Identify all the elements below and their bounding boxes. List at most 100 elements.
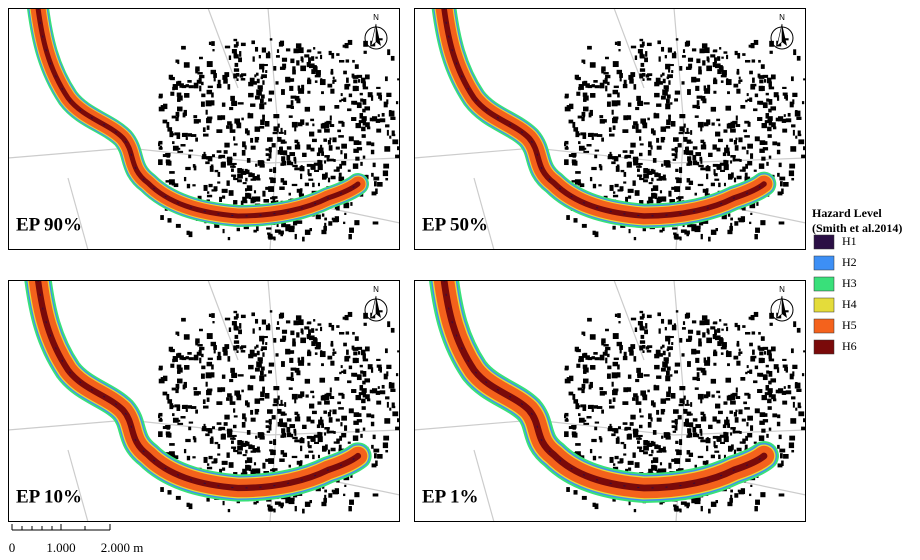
- building: [317, 432, 322, 437]
- building: [391, 56, 395, 61]
- building: [669, 199, 675, 203]
- building: [346, 78, 349, 83]
- building: [698, 70, 702, 75]
- building: [609, 406, 615, 409]
- building: [716, 119, 720, 121]
- building: [199, 75, 204, 78]
- building: [189, 422, 193, 424]
- building: [209, 314, 211, 317]
- building: [226, 125, 229, 129]
- building: [330, 89, 334, 94]
- building: [287, 433, 291, 438]
- building: [708, 509, 711, 514]
- building: [745, 332, 750, 335]
- building: [260, 391, 264, 397]
- building: [777, 414, 780, 418]
- building: [226, 452, 229, 457]
- building: [795, 408, 797, 411]
- building: [779, 221, 785, 224]
- building: [363, 428, 366, 431]
- building: [750, 485, 752, 487]
- building: [337, 130, 341, 133]
- building: [325, 172, 328, 177]
- building: [788, 385, 791, 389]
- building: [239, 169, 244, 172]
- building: [311, 164, 316, 170]
- building: [712, 144, 716, 149]
- building: [360, 434, 362, 438]
- building: [385, 450, 388, 452]
- building: [573, 127, 578, 131]
- building: [312, 124, 314, 127]
- building: [654, 444, 658, 449]
- building: [744, 135, 750, 138]
- building: [673, 409, 679, 414]
- building: [278, 231, 284, 235]
- building: [763, 102, 768, 108]
- building: [575, 403, 579, 409]
- legend-swatch: [814, 277, 834, 291]
- building: [759, 421, 765, 425]
- building: [599, 387, 603, 390]
- building: [211, 100, 214, 105]
- building: [224, 72, 229, 77]
- building: [230, 438, 236, 440]
- building: [581, 332, 584, 335]
- building: [380, 390, 386, 394]
- building: [211, 189, 216, 191]
- building: [219, 427, 225, 430]
- building: [594, 155, 597, 159]
- building: [713, 351, 717, 356]
- building: [192, 456, 195, 458]
- building: [280, 146, 283, 150]
- building: [679, 167, 682, 173]
- building: [307, 322, 311, 324]
- building: [172, 388, 176, 391]
- building: [651, 400, 654, 405]
- building: [778, 388, 783, 393]
- building: [608, 156, 613, 159]
- building: [684, 503, 690, 507]
- building: [222, 375, 225, 379]
- building: [215, 442, 219, 444]
- building: [182, 133, 187, 137]
- building: [661, 137, 665, 143]
- building: [755, 228, 760, 233]
- building: [320, 351, 326, 357]
- building: [643, 179, 648, 182]
- building: [233, 447, 236, 451]
- building: [347, 380, 351, 383]
- legend-swatch: [814, 319, 834, 333]
- building: [730, 218, 733, 221]
- building: [698, 342, 702, 347]
- building: [578, 87, 581, 90]
- building: [378, 367, 382, 371]
- building: [330, 343, 333, 346]
- building: [286, 78, 290, 81]
- building: [661, 126, 667, 131]
- building: [281, 361, 285, 367]
- building: [207, 333, 213, 339]
- legend-item: H5: [842, 318, 857, 332]
- building: [721, 347, 727, 350]
- building: [599, 115, 603, 118]
- building: [269, 169, 272, 172]
- building: [610, 424, 612, 427]
- building: [661, 96, 666, 100]
- building: [732, 393, 737, 396]
- building: [167, 218, 171, 222]
- building: [237, 179, 242, 182]
- building: [349, 366, 352, 370]
- building: [583, 96, 586, 101]
- building: [593, 80, 597, 83]
- building: [322, 123, 327, 126]
- building: [353, 79, 357, 83]
- building: [759, 163, 764, 168]
- building: [269, 441, 272, 444]
- building: [273, 386, 279, 390]
- building: [270, 38, 272, 40]
- building: [169, 403, 173, 409]
- building: [698, 184, 704, 186]
- building: [231, 374, 237, 378]
- building: [237, 394, 242, 400]
